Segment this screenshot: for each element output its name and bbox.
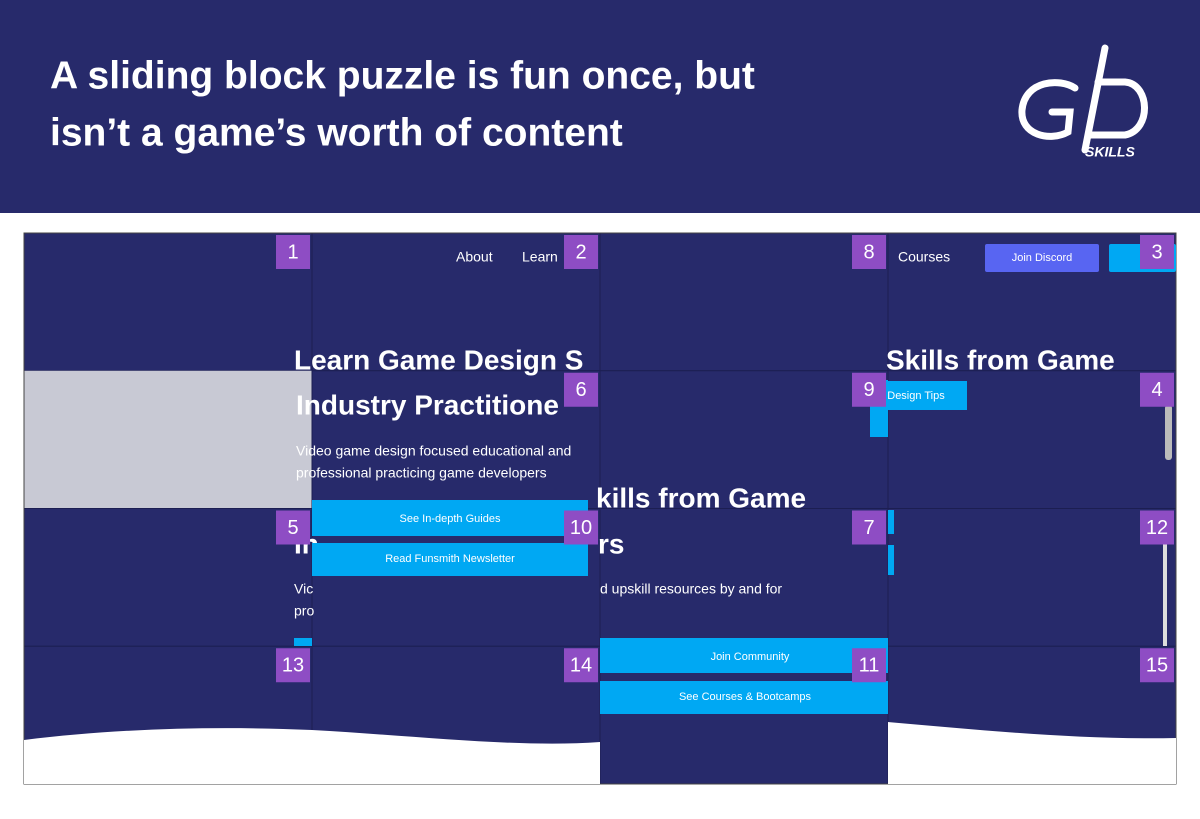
tile-number: 14	[570, 655, 592, 677]
logo	[1018, 44, 1148, 154]
title-line: isn’t a game’s worth of content	[50, 111, 623, 154]
tile-badge	[564, 235, 598, 269]
tile-number: 2	[575, 241, 586, 263]
tile-number: 8	[863, 241, 874, 263]
tile-number: 5	[287, 517, 298, 539]
body-text: professional practicing game developers	[296, 465, 547, 481]
discord-button	[985, 244, 1099, 272]
tile	[599, 232, 889, 372]
tile-badge	[1140, 510, 1174, 545]
button-label: Design Tips	[887, 390, 945, 402]
button	[312, 500, 588, 536]
tile-badge	[852, 372, 886, 407]
heading: Skills from Game	[886, 344, 1115, 375]
button	[312, 543, 588, 576]
tile	[887, 370, 1177, 509]
button-label: Join Discord	[1012, 252, 1073, 264]
tile	[599, 370, 889, 509]
button-edge	[888, 545, 894, 575]
tile	[23, 508, 313, 647]
button	[888, 381, 967, 410]
heading: rs	[598, 528, 624, 559]
button-edge	[294, 638, 312, 646]
scrollbar	[1165, 405, 1172, 460]
nav-link: Learn	[522, 249, 558, 265]
tile-number: 11	[859, 655, 880, 677]
logo-text: SKILLS	[1085, 144, 1135, 160]
tile-badge	[564, 372, 598, 407]
tile-badge	[1140, 235, 1174, 269]
tile	[23, 232, 313, 372]
title-line: A sliding block puzzle is fun once, but	[50, 54, 755, 97]
button-label: See In-depth Guides	[400, 513, 501, 525]
body-text: Vic	[294, 581, 313, 597]
tile-badge	[276, 510, 310, 545]
tile-badge	[1140, 648, 1174, 683]
tile-number: 9	[863, 379, 874, 401]
tile-number: 15	[1146, 655, 1168, 677]
nav-link: About	[456, 249, 493, 265]
wave	[888, 722, 1176, 784]
tile	[887, 508, 1177, 647]
body-text: pro	[294, 603, 314, 619]
tile-number: 3	[1151, 241, 1162, 263]
tile-badge	[1140, 372, 1174, 407]
heading: Industry Practitione	[296, 389, 559, 420]
header-band	[0, 0, 1200, 213]
button	[600, 638, 888, 673]
button-edge	[888, 510, 894, 534]
tile-number: 6	[575, 379, 586, 401]
wave	[24, 728, 600, 784]
tile-badge	[564, 648, 598, 683]
tile-badge	[564, 510, 598, 545]
button	[600, 681, 888, 714]
button-label: See Courses & Bootcamps	[679, 691, 812, 703]
nav-link: Courses	[898, 249, 950, 265]
tile-badge	[276, 235, 310, 269]
button-label: Read Funsmith Newsletter	[385, 553, 515, 565]
empty-slot	[24, 370, 312, 509]
tile-badge	[852, 235, 886, 269]
screenshot-content: About Learn Courses Join Discord Learn G…	[24, 244, 1176, 784]
body-text: Video game design focused educational an…	[296, 443, 571, 459]
tile-badge	[852, 648, 886, 683]
heading: Learn Game Design S	[294, 344, 583, 375]
tile-badge	[852, 510, 886, 545]
heading: kills from Game	[596, 482, 806, 513]
tile-number: 13	[282, 655, 304, 677]
tile-number: 4	[1151, 379, 1162, 401]
button-label: Join Community	[711, 651, 790, 663]
tile-number: 12	[1146, 517, 1168, 539]
tile-number: 7	[863, 517, 874, 539]
tile	[599, 508, 889, 647]
scrollbar-track	[1163, 512, 1167, 646]
tile-number: 1	[287, 241, 298, 263]
tile-badge	[276, 648, 310, 683]
tile-number: 10	[570, 517, 592, 539]
body-text: d upskill resources by and for	[600, 581, 782, 597]
